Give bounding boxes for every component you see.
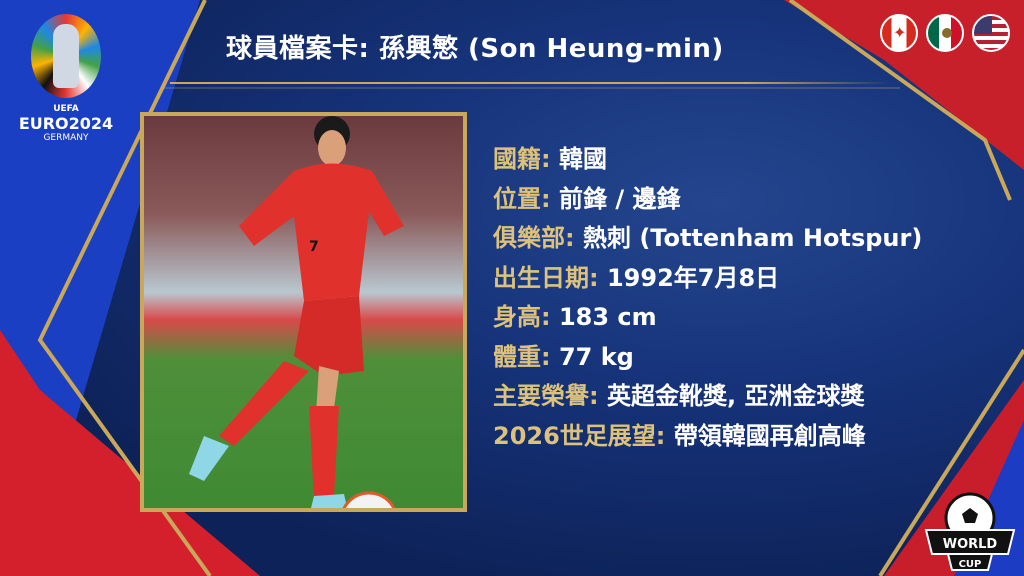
- badge-world: WORLD: [943, 537, 998, 552]
- info-label: 俱樂部:: [493, 224, 575, 252]
- player-info-list: 國籍: 韓國 位置: 前鋒 / 邊鋒 俱樂部: 熱刺 (Tottenham Ho…: [493, 140, 922, 456]
- info-value: 77 kg: [558, 342, 634, 371]
- logo-euro: EURO2024: [18, 114, 114, 133]
- info-nationality: 國籍: 韓國: [493, 140, 922, 180]
- info-label: 2026世足展望:: [493, 421, 666, 450]
- info-value: 熱刺 (Tottenham Hotspur): [582, 224, 923, 252]
- page-title: 球員檔案卡: 孫興慜 (Son Heung-min): [226, 34, 724, 64]
- info-honors: 主要榮譽: 英超金靴獎, 亞洲金球獎: [493, 377, 922, 417]
- info-label: 體重:: [493, 342, 551, 371]
- player-figure: 7: [189, 116, 404, 508]
- info-label: 身高:: [493, 303, 551, 331]
- info-birthdate: 出生日期: 1992年7月8日: [493, 259, 922, 299]
- jersey-number: 7: [309, 239, 319, 255]
- logo-uefa: UEFA: [53, 104, 79, 114]
- info-value: 1992年7月8日: [606, 263, 780, 292]
- info-label: 位置:: [493, 184, 551, 213]
- info-label: 國籍:: [493, 145, 551, 173]
- usa-flag-icon: [972, 14, 1010, 52]
- logo-country: GERMANY: [43, 133, 89, 143]
- info-value: 英超金靴獎, 亞洲金球獎: [606, 382, 865, 410]
- info-weight: 體重: 77 kg: [493, 338, 922, 378]
- info-value: 韓國: [558, 145, 607, 173]
- info-value: 183 cm: [558, 303, 657, 331]
- title-divider: [170, 82, 890, 84]
- badge-cup: CUP: [959, 559, 982, 570]
- info-label: 出生日期:: [493, 263, 599, 292]
- info-value: 前鋒 / 邊鋒: [558, 184, 681, 213]
- info-label: 主要榮譽:: [493, 382, 599, 410]
- info-height: 身高: 183 cm: [493, 298, 922, 338]
- canada-flag-icon: ✦: [880, 14, 918, 52]
- info-outlook: 2026世足展望: 帶領韓國再創高峰: [493, 417, 922, 457]
- info-position: 位置: 前鋒 / 邊鋒: [493, 180, 922, 220]
- player-photo: 7: [140, 112, 467, 512]
- host-flags: ✦: [880, 14, 1010, 52]
- trophy-icon: [31, 14, 101, 98]
- mexico-flag-icon: [926, 14, 964, 52]
- info-club: 俱樂部: 熱刺 (Tottenham Hotspur): [493, 219, 922, 259]
- euro2024-logo: UEFA EURO2024 GERMANY: [14, 14, 118, 143]
- info-value: 帶領韓國再創高峰: [673, 421, 866, 450]
- world-cup-badge: WORLD CUP: [924, 492, 1016, 571]
